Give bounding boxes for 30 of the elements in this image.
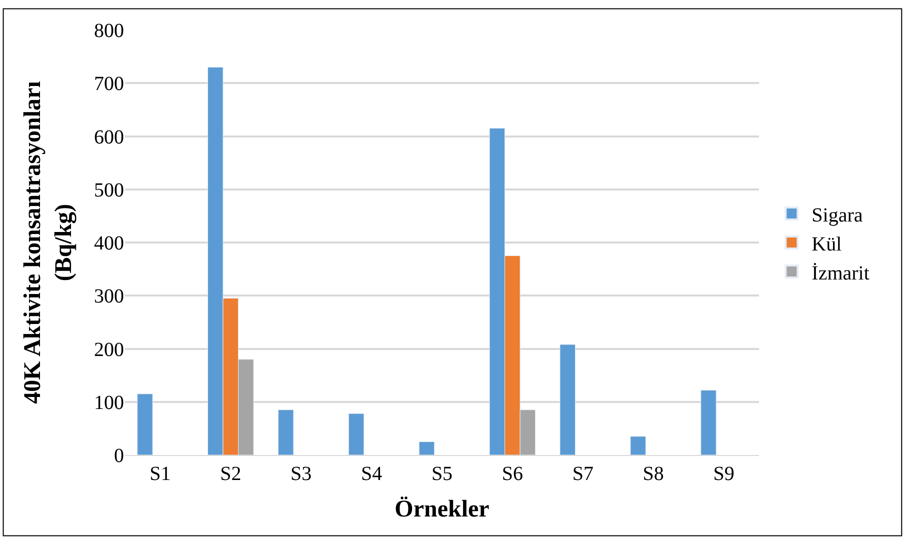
y-tick-label: 200: [94, 338, 124, 361]
bar: [560, 344, 576, 455]
y-tick-label: 700: [94, 73, 124, 96]
x-tick-label: S4: [360, 463, 382, 485]
y-tick-label: 800: [94, 20, 124, 42]
x-axis-title: Örnekler: [394, 496, 490, 522]
legend-label: Kül: [812, 233, 842, 256]
x-tick-label: S1: [150, 463, 171, 485]
legend-label: İzmarit: [812, 262, 870, 284]
x-tick-label: S3: [290, 463, 312, 485]
x-tick-label: S5: [431, 463, 453, 485]
bar: [278, 410, 294, 455]
y-tick-label: 400: [94, 232, 124, 254]
y-tick-label: 0: [114, 445, 124, 467]
y-tick-label: 600: [94, 126, 124, 148]
x-tick-label: S7: [572, 463, 594, 485]
legend-label: Sigara: [812, 204, 863, 226]
bar: [348, 413, 364, 455]
y-axis-title: 40K Aktivite konsantrasyonları (Bq/kg): [20, 80, 78, 404]
bar: [418, 441, 435, 455]
bar: [700, 390, 716, 455]
x-tick-label: S9: [713, 463, 734, 485]
bar: [137, 394, 153, 455]
x-tick-label: S2: [220, 463, 242, 485]
x-tick-label: S8: [642, 463, 664, 485]
x-tick-label: S6: [502, 463, 524, 485]
y-tick-label: 300: [94, 286, 124, 308]
bar: [630, 436, 646, 455]
y-tick-label: 500: [94, 179, 124, 202]
y-tick-label: 100: [94, 392, 124, 414]
